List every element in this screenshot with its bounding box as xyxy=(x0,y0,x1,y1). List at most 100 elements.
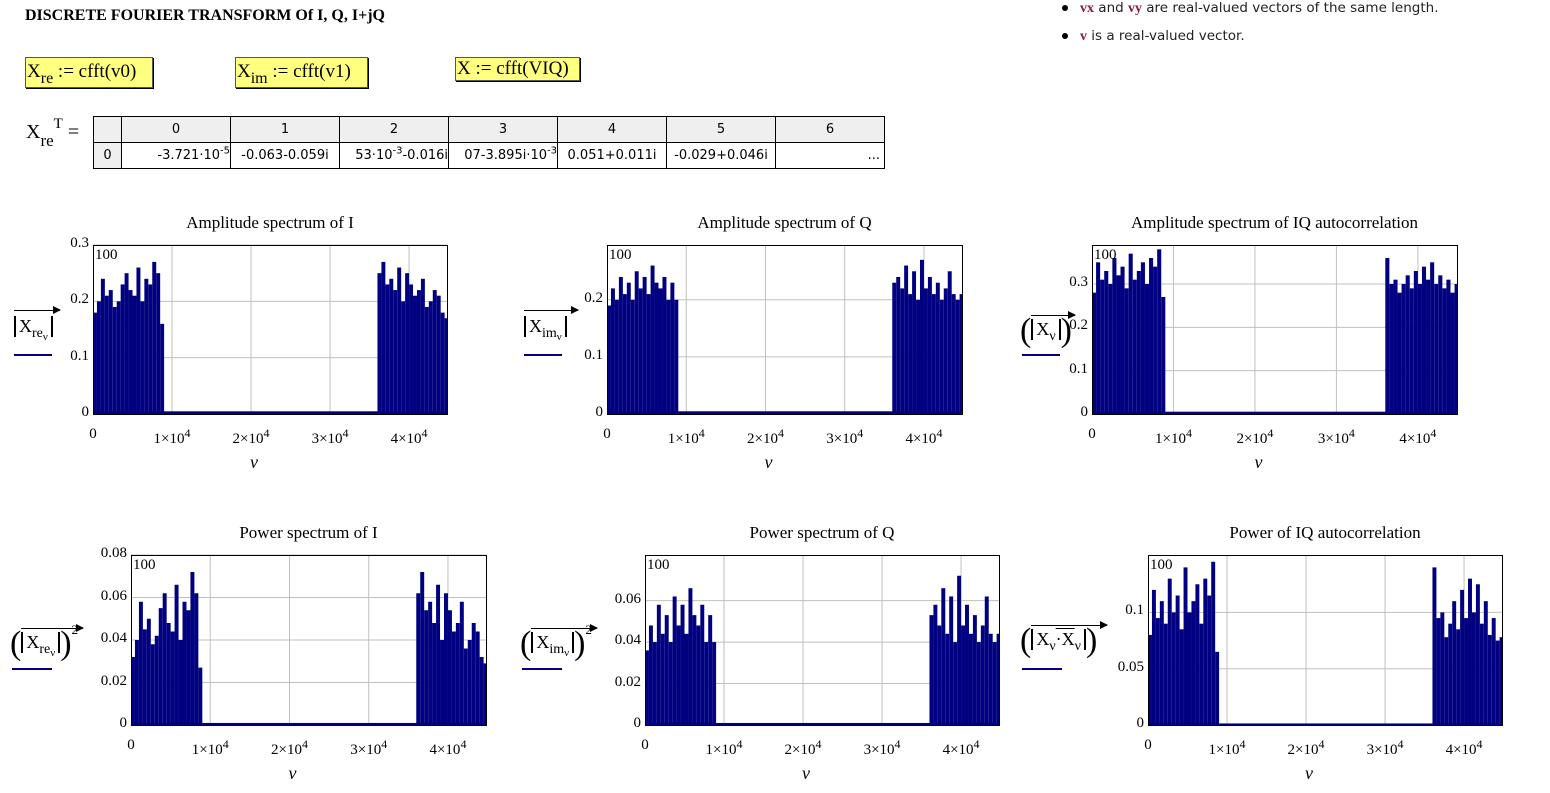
spectrum-bar xyxy=(622,294,627,414)
marker-label: 100 xyxy=(1094,247,1117,263)
spectrum-bar xyxy=(945,633,950,725)
x-axis-label: ν xyxy=(288,763,297,783)
spectrum-bar xyxy=(152,261,157,414)
spectrum-bar xyxy=(650,265,655,414)
spectrum-bar xyxy=(1468,578,1472,725)
keyword: v xyxy=(1080,29,1087,44)
spectrum-bar xyxy=(892,282,897,414)
spectrum-bar xyxy=(638,288,643,414)
ylabel-amp-q: Ximν xyxy=(524,306,579,356)
spectrum-bar xyxy=(451,631,456,725)
table-cell[interactable]: -0.063-0.059i xyxy=(230,142,340,169)
spectrum-bar xyxy=(416,593,421,725)
spectrum-bar xyxy=(428,601,433,725)
spectrum-bar xyxy=(929,615,934,725)
x-tick-label: 4×104 xyxy=(905,426,943,447)
spectrum-bar xyxy=(1096,262,1101,414)
def-expr: := cfft(VIQ) xyxy=(470,58,569,79)
def-var: X xyxy=(27,61,41,82)
baseline-trace xyxy=(1148,723,1502,725)
spectrum-bar xyxy=(108,290,113,414)
baseline-trace xyxy=(131,722,486,725)
spectrum-bar xyxy=(160,323,165,414)
spectrum-bar xyxy=(198,667,203,725)
table-cell[interactable]: -3.721·10-5 xyxy=(121,142,231,169)
spectrum-bar xyxy=(1199,623,1204,725)
spectrum-bar xyxy=(996,633,999,725)
spectrum-bar xyxy=(1136,271,1141,414)
y-tick-label: 0.2 xyxy=(584,289,603,306)
spectrum-bar xyxy=(1149,258,1154,414)
spectrum-bar xyxy=(186,610,191,725)
y-tick-label: 0 xyxy=(119,715,128,731)
bullet-icon xyxy=(1062,5,1068,11)
spectrum-bar xyxy=(642,276,647,414)
spectrum-bar xyxy=(148,284,153,414)
y-tick-label: 0.08 xyxy=(100,545,127,561)
spectrum-bar xyxy=(397,267,402,414)
definition-x[interactable]: X := cfft(VIQ) xyxy=(455,57,580,81)
result-table[interactable]: 0 1 2 3 4 5 6 0 -3.721·10-5 -0.063-0.059… xyxy=(93,116,885,169)
spectrum-bar xyxy=(116,301,121,414)
spectrum-bar xyxy=(1157,249,1162,414)
y-tick-label: 0 xyxy=(1136,715,1145,731)
spectrum-bar xyxy=(1495,640,1500,725)
spectrum-bar xyxy=(420,278,425,414)
spectrum-bar xyxy=(475,631,480,725)
spectrum-bar xyxy=(1211,561,1216,725)
table-cell[interactable]: 07-3.895i·10-3 xyxy=(448,142,558,169)
spectrum-bar xyxy=(1440,612,1445,725)
table-cell-more[interactable]: ... xyxy=(775,142,885,169)
plot-area[interactable] xyxy=(607,245,963,415)
spectrum-bar xyxy=(1499,637,1502,725)
definition-xre[interactable]: Xre := cfft(v0) xyxy=(25,57,153,88)
x-tick-label: 2×104 xyxy=(1287,737,1325,758)
x-axis-label: ν xyxy=(250,452,258,472)
spectrum-bar xyxy=(389,278,394,414)
x-axis-label: ν xyxy=(1254,452,1263,472)
x-tick-label: 0 xyxy=(1088,426,1096,442)
plot-area[interactable] xyxy=(1092,245,1458,415)
spectrum-bar xyxy=(951,294,956,414)
plot-area[interactable] xyxy=(1148,555,1503,726)
spectrum-bar xyxy=(1104,271,1109,414)
column-header: 0 xyxy=(121,116,231,143)
plot-area[interactable] xyxy=(131,554,487,726)
definition-xim[interactable]: Xim := cfft(v1) xyxy=(235,57,368,88)
def-sub: re xyxy=(40,70,54,87)
marker-label: 100 xyxy=(647,557,670,573)
x-tick-label: 1×104 xyxy=(705,737,743,758)
chart-title: Power spectrum of Q xyxy=(749,523,895,542)
table-cell[interactable]: 0.051+0.011i xyxy=(557,142,667,169)
ylabel-power-q: (Ximν)2 xyxy=(520,622,599,670)
plot-area[interactable] xyxy=(93,244,448,415)
spectrum-bar xyxy=(1171,612,1176,725)
spectrum-bar xyxy=(670,282,675,414)
table-cell[interactable]: -0.029+0.046i xyxy=(666,142,776,169)
x-tick-label: 0 xyxy=(127,737,135,753)
plot-frame xyxy=(1092,245,1458,415)
x-tick-label: 4×104 xyxy=(390,426,428,447)
spectrum-bar xyxy=(120,284,125,414)
x-tick-label: 0 xyxy=(89,426,97,442)
spectrum-bar xyxy=(483,663,486,725)
spectrum-bar xyxy=(1120,266,1125,414)
row-header: 0 xyxy=(93,142,122,169)
spectrum-bar xyxy=(610,288,615,414)
spectrum-bar xyxy=(1483,601,1488,725)
spectrum-bar xyxy=(704,642,709,725)
spectrum-bar xyxy=(1144,284,1150,414)
spectrum-bar xyxy=(1116,275,1121,414)
def-expr: := cfft(v1) xyxy=(267,61,351,82)
plot-area[interactable] xyxy=(645,555,1000,726)
table-cell[interactable]: 53·10-3-0.016i xyxy=(339,142,449,169)
ylabel-amp-iq: (Xν) xyxy=(1020,311,1077,356)
trace-legend xyxy=(522,668,562,670)
help-text: are real-valued vectors of the same leng… xyxy=(1141,0,1439,16)
spectrum-bar xyxy=(904,265,909,414)
spectrum-bar xyxy=(136,267,141,414)
spectrum-bar xyxy=(1132,279,1137,414)
spectrum-bar xyxy=(955,299,960,414)
spectrum-bar xyxy=(1421,266,1427,414)
spectrum-bar xyxy=(100,278,105,414)
